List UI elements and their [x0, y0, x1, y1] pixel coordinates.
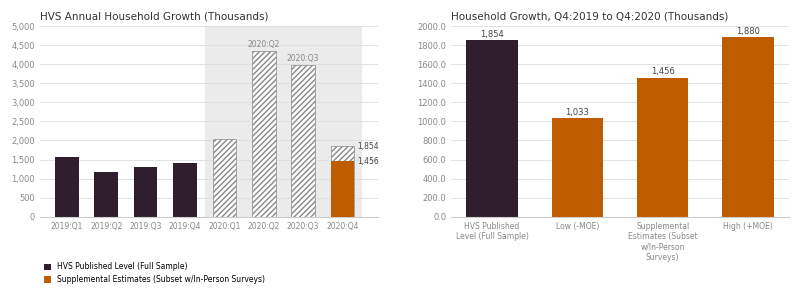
Text: HVS Annual Household Growth (Thousands): HVS Annual Household Growth (Thousands)	[40, 11, 268, 21]
Bar	[55, 157, 78, 217]
Text: 2020:Q2: 2020:Q2	[247, 39, 280, 48]
Bar	[330, 161, 354, 217]
Bar	[94, 172, 118, 217]
Text: 2020:Q3: 2020:Q3	[287, 54, 319, 63]
Bar	[466, 40, 518, 217]
Bar	[134, 167, 158, 217]
Text: 1,880: 1,880	[736, 27, 760, 36]
Bar	[722, 38, 774, 217]
Text: 1,456: 1,456	[358, 157, 379, 166]
Text: 1,033: 1,033	[566, 108, 590, 117]
Bar	[205, 26, 362, 217]
Text: 1,456: 1,456	[650, 67, 674, 76]
Bar	[637, 78, 688, 217]
Bar	[252, 51, 275, 217]
Legend: HVS Published Level (Full Sample), Supplemental Estimates (Subset w/In-Person Su: HVS Published Level (Full Sample), Suppl…	[43, 262, 266, 284]
Bar	[213, 138, 236, 217]
Text: Household Growth, Q4:2019 to Q4:2020 (Thousands): Household Growth, Q4:2019 to Q4:2020 (Th…	[451, 11, 729, 21]
Bar	[173, 163, 197, 217]
Text: 1,854: 1,854	[358, 141, 379, 150]
Text: 1,854: 1,854	[480, 29, 504, 39]
Bar	[291, 65, 315, 217]
Bar	[330, 146, 354, 217]
Bar	[552, 118, 603, 217]
